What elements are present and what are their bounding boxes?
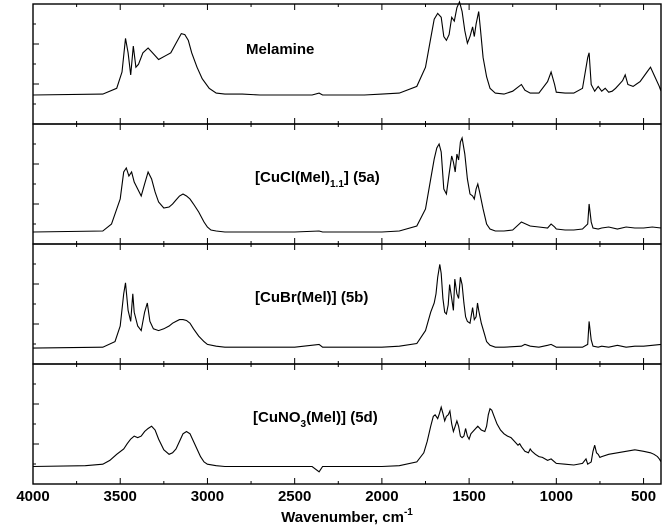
label-cucl-end: ] (5a) (344, 169, 380, 186)
label-cucl-sub: 1.1 (330, 179, 344, 190)
panel-frame-1 (32, 3, 662, 125)
label-melamine: Melamine (246, 41, 314, 58)
spectrum-traces (32, 0, 662, 473)
x-axis-title-sup: -1 (404, 507, 413, 518)
x-tick-label: 3500 (104, 488, 137, 505)
axis-ticks (32, 4, 645, 484)
x-tick-label: 3000 (191, 488, 224, 505)
x-axis-title-main: Wavenumber, cm (281, 509, 404, 526)
label-cuno3-end: (Mel)] (5d) (306, 409, 378, 426)
label-cuno3-sub: 3 (301, 419, 307, 430)
x-tick-label: 1000 (540, 488, 573, 505)
x-tick-label: 2500 (278, 488, 311, 505)
label-cucl-main: [CuCl(Mel) (255, 169, 330, 186)
spectrum-line-3 (32, 264, 662, 349)
x-tick-labels: 4000 3500 3000 2500 2000 1500 1000 500 (16, 488, 656, 505)
label-cubr: [CuBr(Mel)] (5b) (255, 289, 368, 306)
x-tick-label: 1500 (452, 488, 485, 505)
label-cuno3-main: [CuNO (253, 409, 301, 426)
x-axis-title: Wavenumber, cm-1 (281, 507, 413, 526)
spectrum-line-2 (32, 136, 662, 233)
spectrum-line-4 (32, 405, 662, 473)
label-cuno3: [CuNO3(Mel)] (5d) (253, 409, 378, 430)
x-tick-label: 2000 (365, 488, 398, 505)
x-tick-label: 4000 (16, 488, 49, 505)
x-tick-label: 500 (631, 488, 656, 505)
spectrum-line-1 (32, 0, 662, 96)
label-cucl: [CuCl(Mel)1.1] (5a) (255, 169, 380, 190)
